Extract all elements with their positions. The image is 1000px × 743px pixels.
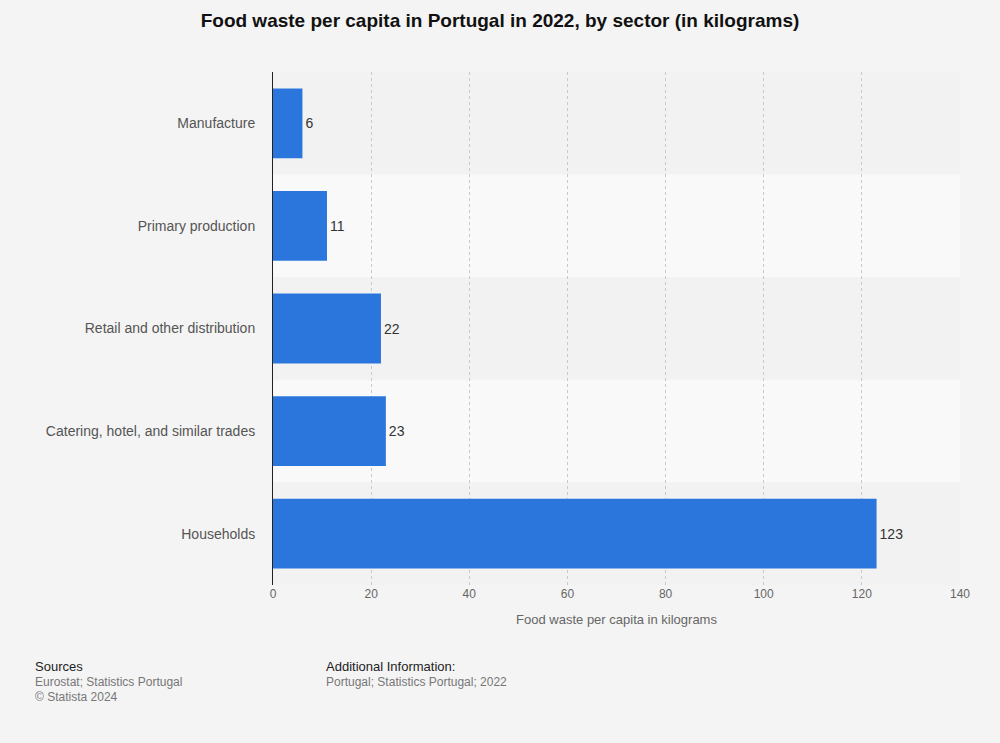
svg-text:100: 100 [754, 587, 774, 601]
svg-text:Sources: Sources [35, 659, 83, 674]
svg-text:Manufacture: Manufacture [177, 115, 255, 131]
svg-text:11: 11 [330, 218, 345, 234]
svg-text:Food waste per capita in kilog: Food waste per capita in kilograms [516, 612, 717, 627]
svg-text:123: 123 [880, 526, 904, 542]
svg-text:23: 23 [389, 423, 405, 439]
svg-text:0: 0 [270, 587, 277, 601]
svg-text:80: 80 [659, 587, 673, 601]
svg-text:22: 22 [384, 321, 400, 337]
svg-text:© Statista 2024: © Statista 2024 [35, 690, 118, 704]
svg-text:Primary production: Primary production [138, 218, 256, 234]
svg-text:6: 6 [305, 115, 313, 131]
svg-text:Catering, hotel, and similar t: Catering, hotel, and similar trades [46, 423, 255, 439]
svg-text:Food waste per capita in Portu: Food waste per capita in Portugal in 202… [201, 10, 800, 31]
svg-text:Portugal; Statistics Portugal;: Portugal; Statistics Portugal; 2022 [326, 675, 507, 689]
svg-text:Additional Information:: Additional Information: [326, 659, 455, 674]
svg-text:60: 60 [561, 587, 575, 601]
svg-text:40: 40 [463, 587, 477, 601]
svg-text:120: 120 [852, 587, 872, 601]
svg-text:20: 20 [364, 587, 378, 601]
svg-text:Retail and other distribution: Retail and other distribution [85, 320, 255, 336]
svg-text:140: 140 [950, 587, 970, 601]
svg-text:Households: Households [181, 526, 255, 542]
svg-text:Eurostat; Statistics Portugal: Eurostat; Statistics Portugal [35, 675, 182, 689]
